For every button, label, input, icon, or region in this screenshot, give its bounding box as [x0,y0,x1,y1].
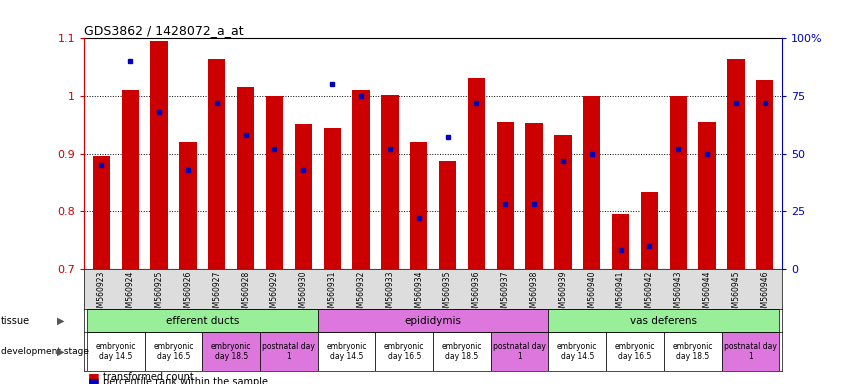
Text: GDS3862 / 1428072_a_at: GDS3862 / 1428072_a_at [84,24,244,37]
Bar [352,90,370,269]
Text: GSM560934: GSM560934 [415,271,423,317]
Text: GSM560929: GSM560929 [270,271,279,317]
Text: GSM560932: GSM560932 [357,271,366,317]
Text: GSM560930: GSM560930 [299,271,308,317]
FancyBboxPatch shape [722,332,780,371]
Text: GSM560942: GSM560942 [645,271,654,317]
Bar [699,122,716,269]
Text: tissue: tissue [1,316,30,326]
Text: efferent ducts: efferent ducts [166,316,239,326]
Text: ■: ■ [88,376,100,384]
Text: postnatal day
1: postnatal day 1 [724,342,777,361]
Text: postnatal day
1: postnatal day 1 [493,342,546,361]
Text: GSM560940: GSM560940 [587,271,596,317]
Text: GSM560945: GSM560945 [732,271,740,317]
Text: GSM560944: GSM560944 [702,271,711,317]
Bar [266,96,283,269]
Text: embryonic
day 16.5: embryonic day 16.5 [153,342,193,361]
Text: GSM560933: GSM560933 [385,271,394,317]
FancyBboxPatch shape [87,309,318,332]
Bar [179,142,197,269]
Text: embryonic
day 16.5: embryonic day 16.5 [384,342,425,361]
FancyBboxPatch shape [318,309,548,332]
Text: GSM560939: GSM560939 [558,271,568,317]
Text: transformed count: transformed count [103,372,193,382]
Text: embryonic
day 14.5: embryonic day 14.5 [557,342,598,361]
FancyBboxPatch shape [375,332,433,371]
Text: embryonic
day 18.5: embryonic day 18.5 [673,342,713,361]
Text: embryonic
day 16.5: embryonic day 16.5 [615,342,655,361]
Text: ▶: ▶ [57,346,65,356]
Text: GSM560926: GSM560926 [183,271,193,317]
Bar [151,41,167,269]
Text: embryonic
day 14.5: embryonic day 14.5 [326,342,367,361]
Text: embryonic
day 18.5: embryonic day 18.5 [211,342,251,361]
Bar [669,96,687,269]
FancyBboxPatch shape [260,332,318,371]
Text: GSM560923: GSM560923 [97,271,106,317]
Bar [208,59,225,269]
FancyBboxPatch shape [87,332,145,371]
Text: ■: ■ [88,371,100,384]
Bar [468,78,485,269]
Text: percentile rank within the sample: percentile rank within the sample [103,377,267,384]
Text: vas deferens: vas deferens [631,316,697,326]
Bar [439,161,456,269]
Bar [381,95,399,269]
Bar [756,80,774,269]
Bar [641,192,659,269]
Text: GSM560924: GSM560924 [126,271,135,317]
Text: GSM560935: GSM560935 [443,271,452,317]
Text: embryonic
day 14.5: embryonic day 14.5 [96,342,136,361]
Text: development stage: development stage [1,347,89,356]
Text: ▶: ▶ [57,316,65,326]
FancyBboxPatch shape [664,332,722,371]
FancyBboxPatch shape [318,332,375,371]
Bar [294,124,312,269]
Text: GSM560937: GSM560937 [500,271,510,317]
Text: GSM560938: GSM560938 [530,271,538,317]
Text: GSM560941: GSM560941 [616,271,625,317]
Text: GSM560931: GSM560931 [328,271,336,317]
Text: embryonic
day 18.5: embryonic day 18.5 [442,342,482,361]
Bar [727,59,744,269]
Text: GSM560946: GSM560946 [760,271,770,317]
Bar [237,88,254,269]
FancyBboxPatch shape [491,332,548,371]
Bar [612,214,629,269]
FancyBboxPatch shape [203,332,260,371]
Text: GSM560927: GSM560927 [212,271,221,317]
Bar [554,135,572,269]
Bar [93,157,110,269]
FancyBboxPatch shape [548,309,780,332]
Text: GSM560928: GSM560928 [241,271,250,317]
Text: epididymis: epididymis [405,316,462,326]
Text: GSM560943: GSM560943 [674,271,683,317]
FancyBboxPatch shape [145,332,203,371]
Text: postnatal day
1: postnatal day 1 [262,342,315,361]
Bar [496,122,514,269]
Bar [526,123,542,269]
Bar [583,96,600,269]
Bar [324,128,341,269]
Text: GSM560925: GSM560925 [155,271,164,317]
Bar [122,90,139,269]
FancyBboxPatch shape [433,332,491,371]
FancyBboxPatch shape [548,332,606,371]
FancyBboxPatch shape [606,332,664,371]
Bar [410,142,427,269]
Text: GSM560936: GSM560936 [472,271,481,317]
